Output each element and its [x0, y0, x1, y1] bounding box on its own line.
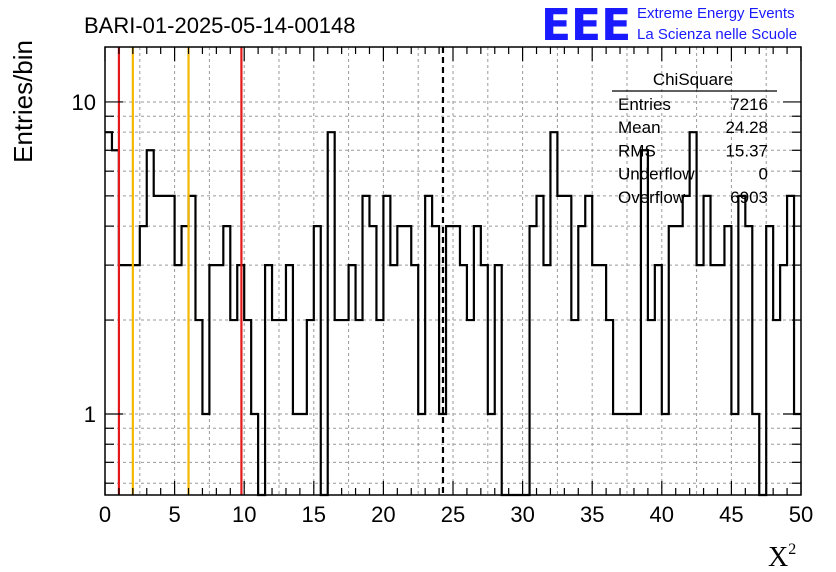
x-tick-label: 25	[441, 502, 465, 527]
y-tick-label: 1	[84, 402, 96, 427]
x-tick-label: 15	[302, 502, 326, 527]
eee-logo: EEE Extreme Energy Events La Scienza nel…	[541, 0, 797, 51]
stats-row-label: Underflow	[618, 165, 695, 184]
y-tick-labels: 1 10	[72, 90, 96, 427]
eee-logo-line2: La Scienza nelle Scuole	[637, 26, 797, 43]
y-tick-label: 10	[72, 90, 96, 115]
x-tick-label: 40	[650, 502, 674, 527]
stats-box-title: ChiSquare	[653, 70, 733, 89]
eee-logo-line1: Extreme Energy Events	[637, 5, 795, 22]
marker-lines	[117, 47, 445, 495]
stats-row-value: 6903	[730, 188, 768, 207]
x-tick-label: 50	[789, 502, 813, 527]
histogram-line	[105, 131, 801, 497]
x-tick-label: 20	[371, 502, 395, 527]
stats-row-value: 24.28	[725, 118, 768, 137]
x-tick-label: 10	[232, 502, 256, 527]
x-tick-label: 0	[99, 502, 111, 527]
x-tick-label: 45	[719, 502, 743, 527]
axis-ticks	[104, 47, 802, 495]
grid	[105, 47, 801, 495]
x-tick-label: 30	[510, 502, 534, 527]
histogram	[105, 131, 801, 497]
stats-row-label: RMS	[618, 141, 656, 160]
stats-row-value: 7216	[730, 95, 768, 114]
x-axis-label: X2	[768, 541, 796, 572]
x-axis-label-sup: 2	[788, 541, 796, 558]
x-tick-labels: 0 5 10 15 20 25 30 35 40 45 50	[99, 502, 813, 527]
stats-box: ChiSquare Entries 7216 Mean 24.28 RMS 15.37 Un…	[612, 70, 777, 207]
stats-row-label: Overflow	[618, 188, 686, 207]
stats-row-label: Mean	[618, 118, 661, 137]
chart-title: BARI-01-2025-05-14-00148	[84, 13, 356, 38]
x-tick-label: 5	[168, 502, 180, 527]
stats-row-value: 15.37	[725, 141, 768, 160]
x-axis-label-base: X	[768, 542, 788, 572]
y-axis-label: Entries/bin	[8, 40, 38, 163]
stats-row-value: 0	[759, 165, 768, 184]
stats-row-label: Entries	[618, 95, 671, 114]
x-tick-label: 35	[580, 502, 604, 527]
eee-logo-mark: EEE	[541, 0, 631, 51]
